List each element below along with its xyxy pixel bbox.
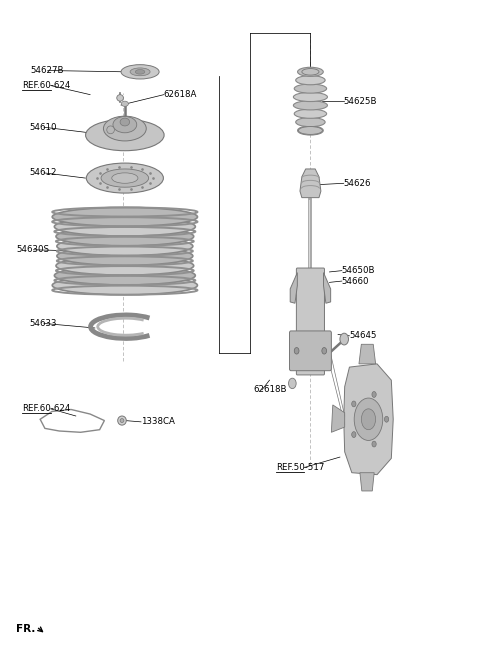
Text: 62618B: 62618B: [253, 386, 287, 394]
Ellipse shape: [113, 117, 137, 133]
Ellipse shape: [54, 217, 195, 236]
Text: 54610: 54610: [30, 123, 57, 132]
Ellipse shape: [85, 119, 164, 151]
Polygon shape: [300, 169, 321, 197]
Ellipse shape: [294, 348, 299, 354]
Ellipse shape: [56, 227, 194, 246]
Text: REF.50-517: REF.50-517: [276, 463, 324, 472]
Ellipse shape: [372, 392, 376, 398]
Ellipse shape: [52, 207, 197, 226]
Ellipse shape: [298, 68, 323, 76]
Text: 54625B: 54625B: [344, 96, 377, 106]
Polygon shape: [344, 364, 393, 475]
Ellipse shape: [130, 68, 150, 75]
Text: 54660: 54660: [342, 277, 369, 285]
Ellipse shape: [352, 432, 356, 438]
Polygon shape: [360, 473, 374, 491]
Text: 62618A: 62618A: [164, 90, 197, 99]
Ellipse shape: [107, 126, 114, 134]
Ellipse shape: [120, 419, 124, 422]
Ellipse shape: [135, 70, 145, 74]
Text: FR.: FR.: [16, 624, 36, 634]
Text: 54626: 54626: [344, 179, 371, 188]
FancyBboxPatch shape: [296, 268, 324, 375]
Ellipse shape: [54, 266, 195, 285]
Text: REF.60-624: REF.60-624: [22, 81, 71, 90]
Text: 54630S: 54630S: [16, 245, 49, 255]
Text: 54612: 54612: [30, 169, 57, 177]
Polygon shape: [359, 344, 376, 364]
Ellipse shape: [56, 256, 194, 276]
Ellipse shape: [118, 416, 126, 425]
Text: 54645: 54645: [349, 331, 377, 340]
Ellipse shape: [340, 333, 348, 345]
Ellipse shape: [57, 237, 193, 256]
FancyBboxPatch shape: [289, 331, 331, 371]
Ellipse shape: [296, 117, 325, 127]
Polygon shape: [324, 273, 331, 303]
Text: 54633: 54633: [30, 319, 57, 328]
Ellipse shape: [299, 127, 323, 134]
Ellipse shape: [121, 101, 129, 106]
Ellipse shape: [103, 116, 146, 141]
Ellipse shape: [322, 348, 326, 354]
Ellipse shape: [352, 401, 356, 407]
Ellipse shape: [298, 126, 323, 135]
Text: 1338CA: 1338CA: [141, 417, 175, 426]
Ellipse shape: [302, 69, 319, 75]
Ellipse shape: [112, 173, 138, 183]
Text: REF.60-624: REF.60-624: [22, 404, 71, 413]
Ellipse shape: [117, 94, 123, 101]
Ellipse shape: [120, 118, 130, 126]
Ellipse shape: [293, 92, 327, 102]
Ellipse shape: [294, 84, 326, 93]
Ellipse shape: [296, 75, 325, 85]
Ellipse shape: [86, 163, 163, 193]
Polygon shape: [331, 405, 345, 432]
Ellipse shape: [294, 109, 326, 118]
Ellipse shape: [101, 169, 149, 187]
Ellipse shape: [52, 276, 197, 295]
Ellipse shape: [354, 398, 383, 440]
Text: 54627B: 54627B: [31, 66, 64, 75]
Ellipse shape: [293, 101, 327, 110]
Ellipse shape: [372, 441, 376, 447]
Text: 54650B: 54650B: [342, 266, 375, 275]
Ellipse shape: [121, 65, 159, 79]
Ellipse shape: [384, 417, 389, 422]
Ellipse shape: [288, 379, 296, 388]
Ellipse shape: [361, 409, 376, 430]
Ellipse shape: [57, 247, 193, 266]
Polygon shape: [290, 273, 297, 303]
